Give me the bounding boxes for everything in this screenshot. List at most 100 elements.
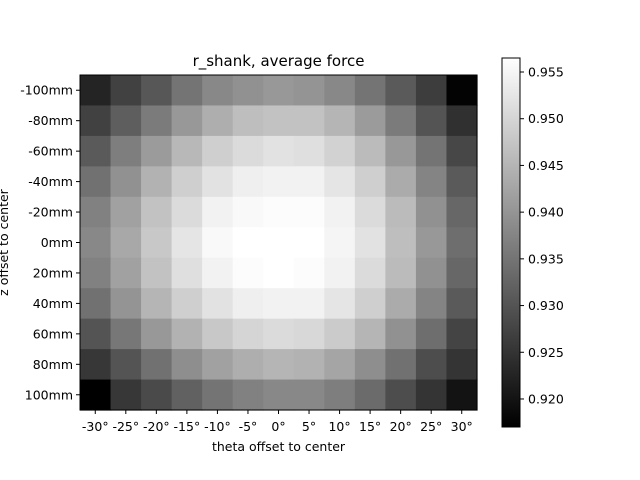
heatmap-cell: [263, 135, 295, 167]
heatmap-cell: [446, 318, 478, 350]
heatmap-cell: [80, 196, 112, 228]
heatmap-cell: [293, 227, 325, 259]
heatmap-cell: [385, 257, 417, 289]
heatmap-cell: [110, 379, 142, 411]
heatmap-cell: [324, 196, 356, 228]
heatmap-cell: [446, 196, 478, 228]
heatmap-cell: [385, 75, 417, 107]
heatmap-cell: [202, 288, 234, 320]
y-axis-label: z offset to center: [0, 188, 11, 295]
heatmap-cell: [385, 196, 417, 228]
heatmap-cell: [80, 75, 112, 107]
heatmap-cell: [385, 166, 417, 198]
heatmap-cell: [171, 349, 203, 381]
y-tick-label: 60mm: [33, 326, 73, 341]
heatmap-cell: [354, 105, 386, 137]
x-tick-label: 25°: [420, 419, 442, 434]
heatmap-cell: [110, 166, 142, 198]
heatmap-cell: [232, 318, 264, 350]
heatmap-cell: [293, 135, 325, 167]
heatmap-cell: [171, 379, 203, 411]
heatmap-cell: [202, 257, 234, 289]
heatmap-cell: [171, 196, 203, 228]
heatmap-cell: [324, 288, 356, 320]
heatmap-cell: [446, 227, 478, 259]
x-tick-label: -15°: [174, 419, 201, 434]
heatmap-cell: [171, 257, 203, 289]
heatmap-cell: [324, 135, 356, 167]
x-tick-label: 0°: [271, 419, 285, 434]
heatmap-cell: [415, 227, 448, 259]
heatmap-cell: [263, 379, 295, 411]
heatmap-cell: [171, 75, 203, 107]
heatmap-cell: [202, 196, 234, 228]
y-tick-label: -80mm: [28, 113, 73, 128]
heatmap-cell: [385, 135, 417, 167]
colorbar-tick-label: 0.955: [528, 65, 564, 80]
colorbar-tick-label: 0.930: [528, 298, 564, 313]
heatmap-cell: [354, 227, 386, 259]
heatmap-cell: [110, 227, 142, 259]
heatmap-cell: [202, 349, 234, 381]
heatmap-cell: [354, 257, 386, 289]
heatmap-cell: [141, 105, 173, 137]
heatmap-cell: [415, 288, 448, 320]
y-tick-label: 0mm: [41, 235, 73, 250]
heatmap-cell: [263, 227, 295, 259]
heatmap-cell: [446, 75, 478, 107]
x-axis-ticks: -30° -25° -20° -15° -10° -5° 0° 5° 10° 15° 20° 25° 3…: [82, 410, 473, 434]
heatmap-cell: [293, 288, 325, 320]
heatmap-cell: [141, 257, 173, 289]
x-tick-label: 5°: [302, 419, 316, 434]
heatmap-cell: [263, 196, 295, 228]
heatmap-cell: [354, 166, 386, 198]
heatmap-cell: [232, 379, 264, 411]
heatmap-cell: [171, 318, 203, 350]
heatmap-cell: [385, 318, 417, 350]
y-tick-label: -60mm: [28, 144, 73, 159]
y-tick-label: -20mm: [28, 205, 73, 220]
heatmap-cell: [232, 349, 264, 381]
heatmap-cell: [110, 75, 142, 107]
colorbar-tick-label: 0.920: [528, 391, 564, 406]
heatmap-cell: [415, 75, 448, 107]
heatmap-cell: [232, 257, 264, 289]
x-tick-label: 10°: [328, 419, 350, 434]
colorbar-tick-label: 0.935: [528, 251, 564, 266]
heatmap-cell: [110, 135, 142, 167]
x-tick-label: -25°: [112, 419, 139, 434]
heatmap-cell: [385, 288, 417, 320]
heatmap-cell: [80, 379, 112, 411]
heatmap-cell: [446, 379, 478, 411]
heatmap-cell: [354, 349, 386, 381]
chart-title: r_shank, average force: [193, 52, 365, 71]
x-tick-label: -20°: [143, 419, 170, 434]
colorbar-tick-label: 0.940: [528, 205, 564, 220]
heatmap-cell: [141, 75, 173, 107]
heatmap-cell: [171, 288, 203, 320]
heatmap-cell: [141, 227, 173, 259]
heatmap-cell: [232, 227, 264, 259]
heatmap-cell: [415, 379, 448, 411]
heatmap-cell: [354, 379, 386, 411]
heatmap-cell: [263, 75, 295, 107]
heatmap-cell: [385, 227, 417, 259]
x-tick-label: 20°: [390, 419, 412, 434]
heatmap-cells: [80, 75, 478, 411]
x-tick-label: -10°: [204, 419, 231, 434]
heatmap-cell: [80, 349, 112, 381]
y-tick-label: 20mm: [33, 265, 73, 280]
heatmap-cell: [80, 288, 112, 320]
heatmap-cell: [232, 196, 264, 228]
heatmap-cell: [232, 75, 264, 107]
heatmap-cell: [263, 349, 295, 381]
heatmap-cell: [293, 349, 325, 381]
heatmap-cell: [263, 288, 295, 320]
heatmap-cell: [324, 257, 356, 289]
heatmap-cell: [446, 257, 478, 289]
heatmap-cell: [324, 349, 356, 381]
heatmap-cell: [446, 288, 478, 320]
heatmap-cell: [171, 166, 203, 198]
heatmap-cell: [141, 318, 173, 350]
heatmap-cell: [293, 318, 325, 350]
